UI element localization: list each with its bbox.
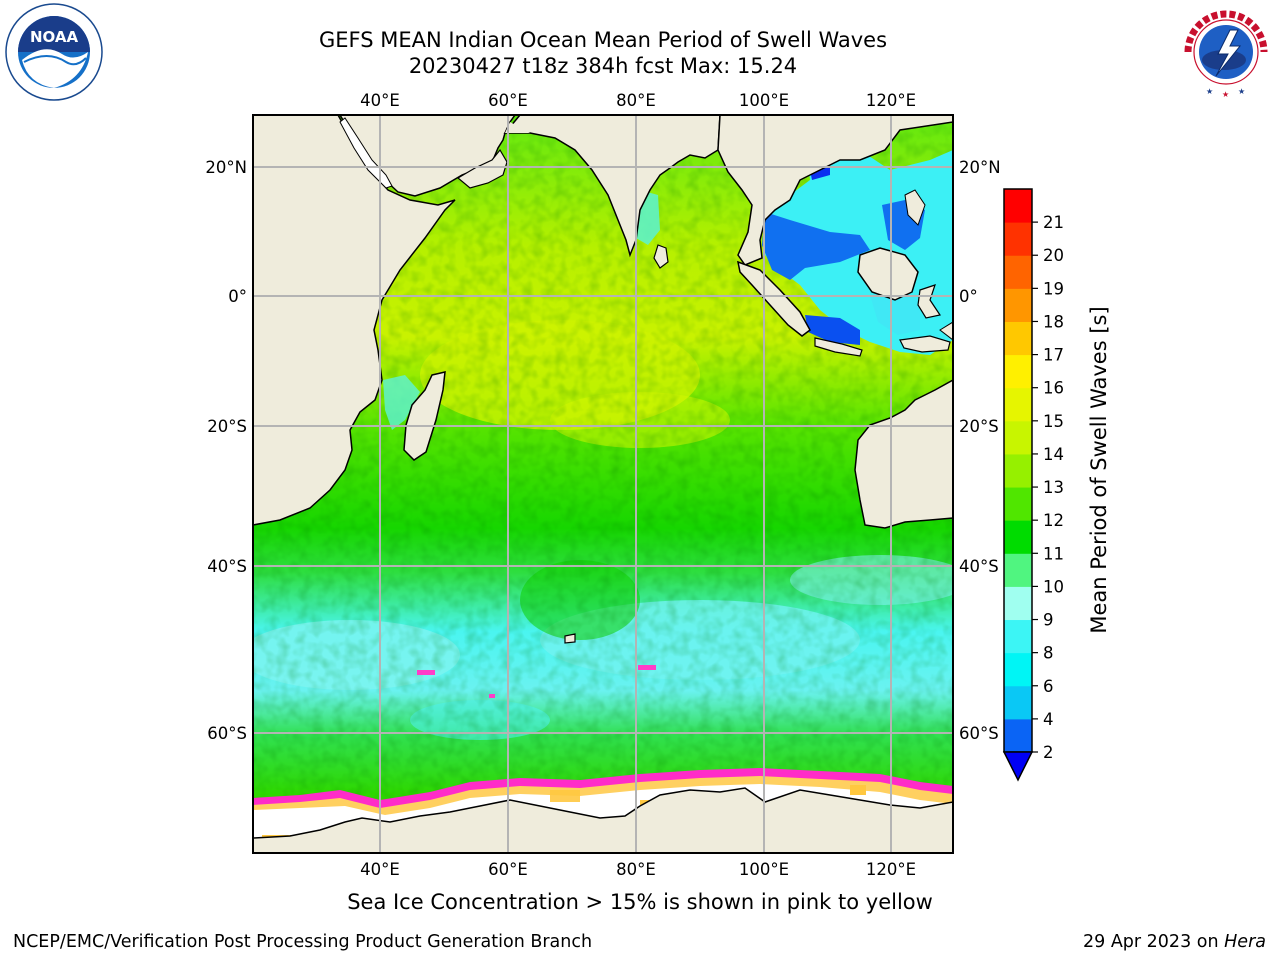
lon-tick-bottom: 120°E [866,860,916,879]
svg-text:NOAA: NOAA [30,28,79,46]
longitude-labels: 40°E 60°E 80°E 100°E 120°E 40°E 60°E 80°… [360,91,916,879]
lon-tick-top: 40°E [360,91,400,110]
chart-title: GEFS MEAN Indian Ocean Mean Period of Sw… [318,28,888,52]
lon-tick-bottom: 60°E [488,860,528,879]
colorbar-segment [1004,453,1032,488]
colorbar-segment [1004,321,1032,356]
map-frame [252,114,954,854]
colorbar-label: Mean Period of Swell Waves [s] [1087,306,1111,633]
colorbar-tick-label: 8 [1043,644,1054,663]
colorbar-tick-label: 17 [1043,346,1064,365]
colorbar-tick-label: 15 [1043,412,1064,431]
colorbar-segment [1004,520,1032,554]
latitude-labels: 20°N 0° 20°S 40°S 60°S 20°N 0° 20°S 40°S… [205,158,1000,743]
sumatra-land [737,260,811,337]
map-gridlines [253,115,953,853]
lon-tick-bottom: 100°E [739,860,789,879]
colorbar-tick-label: 14 [1043,445,1064,464]
noaa-logo: NOAA [5,3,103,101]
colorbar-tick-label: 18 [1043,312,1064,331]
madagascar-land [403,371,446,461]
colorbar-tick-label: 13 [1043,478,1064,497]
colorbar-tick-label: 20 [1043,246,1064,265]
sea-ice-note: Sea Ice Concentration > 15% is shown in … [347,890,933,914]
colorbar-segment [1004,255,1032,289]
colorbar-segment [1004,487,1032,521]
lon-tick-bottom: 40°E [360,860,400,879]
colorbar-segment [1004,354,1032,389]
colorbar-segment [1004,718,1032,753]
nws-logo: ★ ★ ★ [1178,4,1274,100]
svg-text:★: ★ [1222,90,1229,99]
colorbar-tick-label: 2 [1043,743,1054,762]
colorbar-tick-label: 9 [1043,611,1054,630]
borneo-land [857,247,919,301]
colorbar-segment [1004,222,1032,256]
india-land [503,115,721,258]
kerguelen-land [564,633,576,644]
lat-tick-right: 20°S [959,417,999,436]
lat-tick-left: 0° [228,287,247,306]
antarctica-land [253,787,953,853]
lat-tick-left: 40°S [207,557,247,576]
colorbar-tick-label: 16 [1043,379,1064,398]
southeast-asia-land [717,115,953,266]
map-panel [253,115,953,853]
colorbar-tick-label: 11 [1043,544,1064,563]
colorbar-tick-label: 4 [1043,710,1054,729]
lat-tick-right: 20°N [959,158,1001,177]
lat-tick-right: 40°S [959,557,999,576]
lat-tick-left: 60°S [207,724,247,743]
chart-subtitle: 20230427 t18z 384h fcst Max: 15.24 [408,54,798,78]
colorbar-segment [1004,189,1032,223]
colorbar-segment [1004,685,1032,720]
colorbar-segment [1004,619,1032,654]
lon-tick-top: 100°E [739,91,789,110]
colorbar-tick-label: 21 [1043,213,1064,232]
colorbar [1003,188,1033,753]
colorbar-tick-label: 10 [1043,577,1064,596]
colorbar-segment [1004,553,1032,587]
lon-tick-top: 80°E [616,91,656,110]
lon-tick-top: 120°E [866,91,916,110]
lon-tick-bottom: 80°E [616,860,656,879]
lat-tick-right: 60°S [959,724,999,743]
colorbar-segment [1004,288,1032,322]
svg-text:★: ★ [1206,87,1213,96]
footer-credit: NCEP/EMC/Verification Post Processing Pr… [13,932,593,952]
colorbar-segment [1004,652,1032,687]
footer-date-text: 29 Apr 2023 on [1083,932,1225,952]
colorbar-tick-label: 19 [1043,279,1064,298]
colorbar-extend-arrow [1002,751,1034,782]
colorbar-segment [1004,586,1032,621]
footer-host: Hera [1224,932,1266,952]
colorbar-tick-label: 6 [1043,677,1054,696]
colorbar-segment [1004,387,1032,422]
africa-land [253,115,456,526]
australia-land [854,379,953,529]
lat-tick-left: 20°N [205,158,247,177]
lat-tick-right: 0° [959,287,978,306]
lat-tick-left: 20°S [207,417,247,436]
colorbar-segment [1004,420,1032,455]
lon-tick-top: 60°E [488,91,528,110]
footer-date: 29 Apr 2023 on Hera [1083,932,1266,952]
colorbar-ticks: 2 4 6 8 9 10 11 12 13 14 15 16 17 18 19 20 21 [1032,213,1064,762]
svg-text:★: ★ [1238,87,1245,96]
colorbar-tick-label: 12 [1043,511,1064,530]
